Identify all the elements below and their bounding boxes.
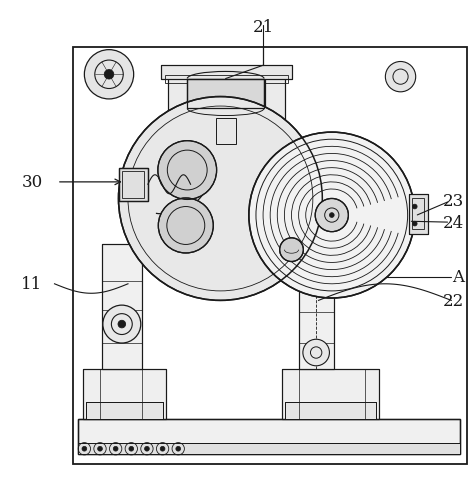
Circle shape (103, 305, 141, 344)
Circle shape (84, 51, 134, 100)
Circle shape (315, 199, 348, 232)
Text: 24: 24 (443, 214, 465, 231)
Circle shape (176, 447, 181, 451)
Bar (86, 403, 163, 419)
Bar (86, 403, 163, 419)
Circle shape (412, 205, 417, 209)
Bar (168, 67, 188, 159)
Bar (187, 80, 264, 109)
Text: A: A (453, 268, 465, 285)
Circle shape (158, 142, 217, 200)
Bar (285, 403, 376, 419)
Circle shape (118, 98, 322, 301)
Circle shape (303, 340, 329, 366)
Bar (83, 369, 166, 419)
Bar (307, 234, 331, 262)
Circle shape (385, 62, 416, 93)
Circle shape (249, 133, 415, 298)
Bar (299, 258, 334, 369)
Bar (161, 66, 292, 80)
Bar (301, 230, 341, 265)
Text: 22: 22 (443, 292, 465, 309)
Bar (73, 48, 467, 464)
Circle shape (412, 222, 417, 226)
Circle shape (98, 447, 102, 451)
Bar (102, 244, 142, 369)
Circle shape (145, 447, 149, 451)
Bar (187, 80, 264, 109)
Bar (282, 369, 379, 419)
Bar (299, 258, 334, 369)
Circle shape (329, 213, 334, 218)
Bar (161, 66, 292, 80)
Circle shape (160, 447, 165, 451)
Text: 23: 23 (443, 193, 465, 210)
Bar (78, 443, 460, 454)
Circle shape (118, 321, 126, 328)
Circle shape (158, 199, 213, 253)
Circle shape (82, 447, 87, 451)
Bar (102, 244, 142, 369)
Circle shape (104, 70, 114, 80)
Bar (122, 172, 144, 198)
Bar (165, 76, 288, 84)
Text: 30: 30 (21, 174, 43, 191)
Bar (409, 194, 428, 235)
Bar (265, 67, 285, 159)
Circle shape (113, 447, 118, 451)
Bar (168, 67, 188, 159)
Bar (78, 443, 460, 454)
Bar (282, 369, 379, 419)
Bar (78, 419, 460, 454)
Bar (119, 168, 148, 202)
Bar (301, 230, 341, 265)
Bar (412, 199, 424, 230)
Text: 21: 21 (253, 20, 273, 36)
Circle shape (280, 238, 303, 262)
Bar (216, 119, 236, 144)
Bar (83, 369, 166, 419)
Circle shape (129, 447, 134, 451)
Bar (216, 119, 236, 144)
Bar (285, 403, 376, 419)
Bar (78, 419, 460, 454)
Bar (119, 168, 148, 202)
Bar (409, 194, 428, 235)
Bar (265, 67, 285, 159)
Text: 11: 11 (21, 276, 43, 293)
